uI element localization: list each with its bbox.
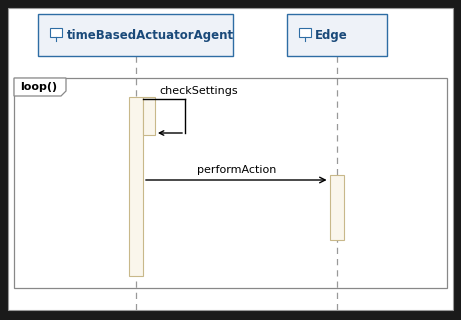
Bar: [14, 78, 447, 288]
Bar: [287, 14, 386, 56]
Text: checkSettings: checkSettings: [159, 86, 237, 96]
Text: timeBasedActuatorAgent: timeBasedActuatorAgent: [66, 28, 234, 42]
Bar: [51, 28, 63, 36]
Bar: [143, 97, 155, 135]
Polygon shape: [14, 78, 66, 96]
Bar: [39, 14, 233, 56]
Text: loop(): loop(): [20, 82, 57, 92]
Bar: [330, 175, 343, 240]
Text: Edge: Edge: [314, 28, 347, 42]
Text: performAction: performAction: [196, 165, 276, 175]
Bar: [299, 28, 311, 36]
Bar: [129, 97, 143, 276]
